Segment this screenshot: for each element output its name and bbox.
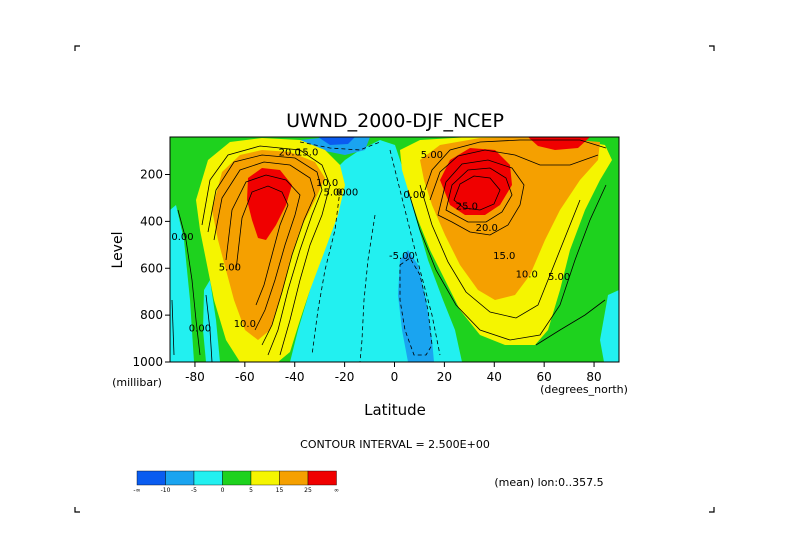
x-tick-label-1: -60 bbox=[235, 370, 255, 384]
contour-label-15: 10.0 bbox=[516, 270, 538, 281]
plot-area: 20.015.010.05.000.000.005.0010.00.005.00… bbox=[170, 137, 619, 362]
region-neg-right bbox=[600, 290, 619, 362]
x-tick-label-3: -20 bbox=[335, 370, 355, 384]
contour-label-9: 5.00 bbox=[421, 150, 443, 161]
legend-label-0: -∞ bbox=[133, 487, 140, 494]
contour-label-5: 0.00 bbox=[171, 232, 193, 243]
contour-label-1: 15.0 bbox=[296, 147, 318, 158]
contour-label-14: 15.0 bbox=[493, 251, 515, 262]
x-axis-ticks: -80 -60 -40 -20 0 20 40 60 80 bbox=[185, 362, 602, 384]
contour-label-2: 10.0 bbox=[316, 178, 338, 189]
color-legend: -∞ -10 -5 0 5 15 25 ∞ bbox=[133, 470, 339, 494]
x-tick-label-5: 20 bbox=[437, 370, 452, 384]
legend-label-7: ∞ bbox=[334, 487, 339, 494]
region-neg-left bbox=[170, 205, 194, 362]
contour-label-7: 10.0 bbox=[234, 319, 256, 330]
contour-label-11: -5.00 bbox=[389, 251, 415, 262]
contour-label-4: 0.00 bbox=[336, 188, 358, 199]
region-neg-blue bbox=[398, 250, 434, 362]
contour-label-8: 0.00 bbox=[189, 324, 211, 335]
contour-label-0: 20.0 bbox=[279, 147, 301, 158]
y-tick-label-2: 600 bbox=[140, 261, 163, 275]
y-tick-label-3: 400 bbox=[140, 214, 163, 228]
legend-swatch-1 bbox=[165, 470, 195, 486]
legend-swatch-2 bbox=[193, 470, 223, 486]
contour-label-6: 5.00 bbox=[219, 263, 241, 274]
legend-swatch-4 bbox=[250, 470, 280, 486]
legend-label-4: 5 bbox=[249, 487, 253, 494]
x-axis-label: Latitude bbox=[364, 401, 426, 419]
y-axis-label: Level bbox=[110, 232, 126, 269]
legend-swatch-3 bbox=[222, 470, 252, 486]
x-tick-label-2: -40 bbox=[285, 370, 305, 384]
contour-interval-note: CONTOUR INTERVAL = 2.500E+00 bbox=[300, 438, 490, 451]
y-tick-label-1: 800 bbox=[140, 308, 163, 322]
legend-label-3: 0 bbox=[221, 487, 225, 494]
y-tick-label-0: 1000 bbox=[132, 355, 163, 369]
page-corner-marks bbox=[74, 45, 715, 513]
footer-note: (mean) lon:0..357.5 bbox=[494, 476, 603, 489]
region-neg-blue-top bbox=[300, 137, 370, 155]
contour-labels: 20.015.010.05.000.000.005.0010.00.005.00… bbox=[171, 147, 570, 334]
legend-label-2: -5 bbox=[191, 487, 197, 494]
region-25-plus-south bbox=[247, 168, 292, 240]
contour-lines bbox=[171, 139, 607, 362]
x-tick-label-4: 0 bbox=[391, 370, 399, 384]
legend-swatch-0 bbox=[136, 470, 166, 486]
legend-label-1: -10 bbox=[161, 487, 171, 494]
x-tick-label-6: 40 bbox=[487, 370, 502, 384]
region-15-25-south bbox=[212, 150, 325, 340]
contour-label-3: 5.00 bbox=[324, 188, 346, 199]
x-axis-units: (degrees_north) bbox=[540, 383, 628, 396]
contour-label-12: 25.0 bbox=[456, 202, 478, 213]
x-tick-label-7: 60 bbox=[537, 370, 552, 384]
region-neg-dark-top bbox=[318, 137, 355, 145]
y-axis-units: (millibar) bbox=[112, 376, 162, 389]
region-neg-left-2 bbox=[203, 280, 220, 362]
chart-title: UWND_2000-DJF_NCEP bbox=[286, 110, 504, 132]
contour-label-10: 0.00 bbox=[403, 190, 425, 201]
legend-swatch-6 bbox=[307, 470, 337, 486]
y-axis-ticks: 1000 800 600 400 200 bbox=[132, 168, 170, 369]
contour-lines-negative bbox=[299, 141, 441, 362]
y-tick-label-4: 200 bbox=[140, 168, 163, 182]
contour-label-16: 5.00 bbox=[548, 272, 570, 283]
x-tick-label-8: 80 bbox=[586, 370, 601, 384]
region-25-plus-north bbox=[440, 148, 512, 215]
contour-label-13: 20.0 bbox=[476, 223, 498, 234]
legend-label-5: 15 bbox=[276, 487, 284, 494]
legend-swatch-5 bbox=[279, 470, 309, 486]
legend-label-6: 25 bbox=[304, 487, 312, 494]
x-tick-label-0: -80 bbox=[185, 370, 205, 384]
